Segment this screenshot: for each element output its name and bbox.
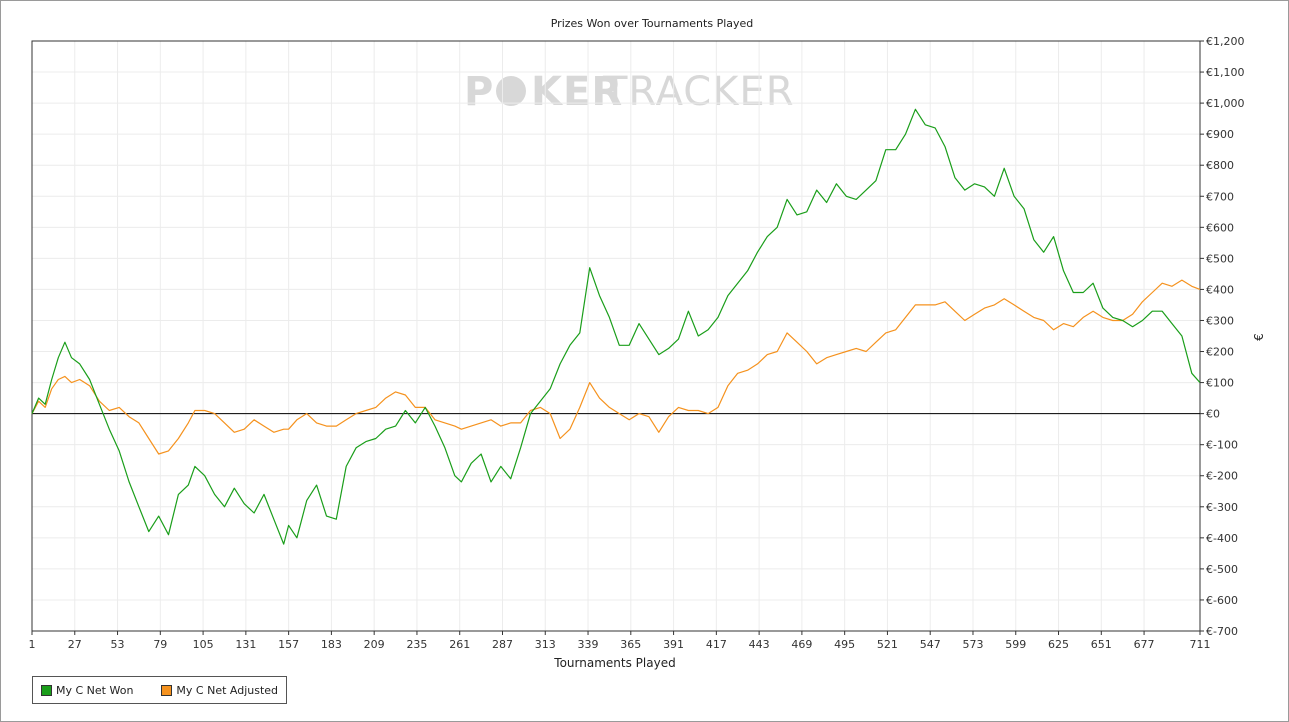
legend-label-net-won: My C Net Won [56,683,134,697]
x-tick-label: 521 [877,638,898,651]
y-tick-label: €-700 [1206,625,1238,638]
y-tick-label: €-400 [1206,532,1238,545]
x-tick-label: 105 [193,638,214,651]
x-tick-label: 27 [68,638,82,651]
x-tick-label: 287 [492,638,513,651]
x-tick-label: 625 [1048,638,1069,651]
y-tick-label: €600 [1206,221,1234,234]
legend: My C Net Won My C Net Adjusted [32,676,288,704]
y-tick-label: €200 [1206,346,1234,359]
y-tick-label: €-200 [1206,470,1238,483]
x-tick-label: 261 [449,638,470,651]
x-tick-label: 677 [1134,638,1155,651]
watermark-left: P [464,69,494,115]
x-tick-label: 79 [153,638,167,651]
x-tick-label: 235 [406,638,427,651]
y-tick-label: €700 [1206,190,1234,203]
x-tick-label: 365 [620,638,641,651]
y-tick-label: €400 [1206,283,1234,296]
y-tick-label: €100 [1206,377,1234,390]
legend-item-net-adjusted: My C Net Adjusted [161,684,278,697]
watermark: P KER TRACKER [464,69,795,115]
watermark-right: TRACKER [602,69,795,115]
y-tick-label: €500 [1206,252,1234,265]
series-line-my-c-net-won [31,108,1201,545]
y-tick-label: €-100 [1206,439,1238,452]
x-tick-label: 651 [1091,638,1112,651]
y-tick-label: €900 [1206,128,1234,141]
x-tick-label: 711 [1190,638,1211,651]
x-tick-label: 443 [749,638,770,651]
y-tick-label: €300 [1206,314,1234,327]
series-line-my-c-net-adjusted [31,279,1201,455]
y-tick-label: €-600 [1206,594,1238,607]
x-tick-label: 183 [321,638,342,651]
x-tick-label: 547 [920,638,941,651]
x-axis-title: Tournaments Played [553,656,675,670]
x-tick-label: 53 [111,638,125,651]
x-tick-label: 339 [578,638,599,651]
legend-item-net-won: My C Net Won [41,684,133,697]
y-axis-title: € [1252,333,1266,341]
chart-title: Prizes Won over Tournaments Played [551,17,754,30]
y-tick-label: €-500 [1206,563,1238,576]
legend-swatch-net-won [41,684,52,696]
x-tick-label: 417 [706,638,727,651]
y-tick-label: €0 [1206,408,1220,421]
x-tick-label: 469 [791,638,812,651]
y-tick-label: €1,100 [1206,66,1245,79]
x-tick-label: 157 [278,638,299,651]
y-tick-label: €-300 [1206,501,1238,514]
legend-label-net-adjusted: My C Net Adjusted [176,683,279,697]
x-tick-label: 599 [1005,638,1026,651]
x-tick-label: 209 [364,638,385,651]
y-tick-label: €1,200 [1206,35,1245,48]
y-tick-label: €800 [1206,159,1234,172]
x-axis: 1 27 53 79 105 131 157 183 209 235 261 287 313 339 365… [29,631,1211,651]
x-tick-label: 1 [29,638,36,651]
x-tick-label: 391 [663,638,684,651]
x-tick-label: 573 [962,638,983,651]
y-axis: €-700 €-600 €-500 €-400 €-300 €-200 €-100 €0 €10… [1200,35,1245,638]
legend-swatch-net-adjusted [161,684,173,696]
poker-chip-icon [496,76,526,106]
plot-area [31,40,1201,632]
x-tick-label: 495 [834,638,855,651]
x-tick-label: 313 [535,638,556,651]
watermark-mid: KER [531,69,623,115]
x-tick-label: 131 [235,638,256,651]
series-group [31,108,1201,545]
y-tick-label: €1,000 [1206,97,1245,110]
